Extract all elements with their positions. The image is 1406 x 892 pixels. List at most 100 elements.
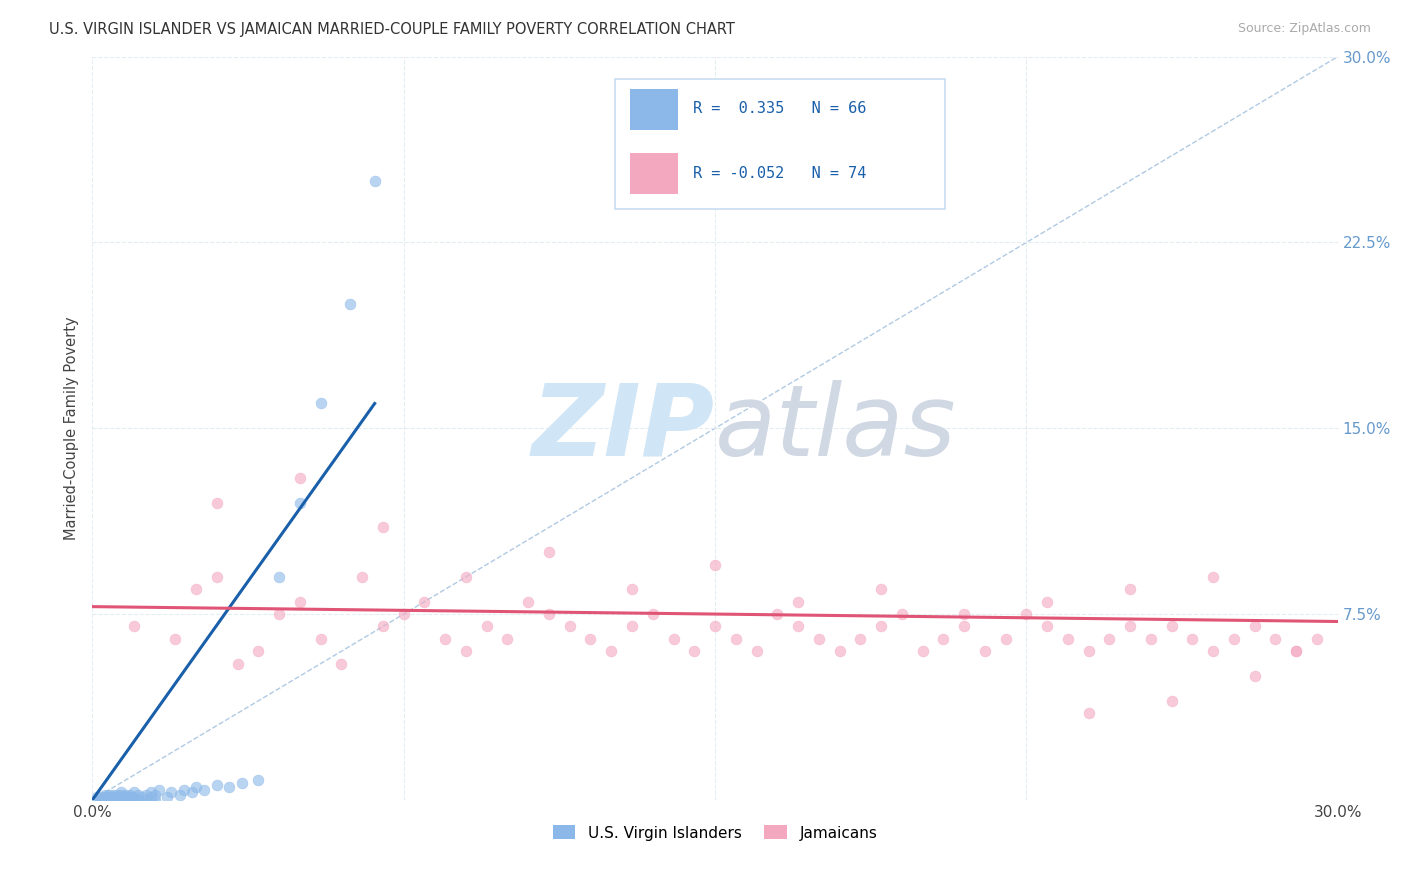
Point — [890, 607, 912, 621]
Point — [1160, 694, 1182, 708]
Point — [139, 790, 162, 805]
Point — [392, 607, 415, 621]
Point — [621, 582, 644, 597]
Point — [288, 595, 311, 609]
Point — [1202, 644, 1225, 658]
Point — [828, 644, 851, 658]
Point — [94, 790, 117, 805]
Text: U.S. VIRGIN ISLANDER VS JAMAICAN MARRIED-COUPLE FAMILY POVERTY CORRELATION CHART: U.S. VIRGIN ISLANDER VS JAMAICAN MARRIED… — [49, 22, 735, 37]
Point — [101, 793, 124, 807]
Point — [1036, 595, 1059, 609]
Point — [537, 607, 560, 621]
Point — [1119, 619, 1142, 633]
Point — [1306, 632, 1329, 646]
Point — [110, 793, 132, 807]
Point — [973, 644, 995, 658]
Point — [269, 570, 291, 584]
Point — [181, 785, 204, 799]
Point — [94, 788, 117, 802]
Point — [118, 790, 141, 805]
Point — [1098, 632, 1121, 646]
Point — [953, 607, 976, 621]
Point — [269, 607, 291, 621]
Point — [114, 788, 136, 802]
Point — [98, 793, 121, 807]
Point — [454, 644, 477, 658]
Point — [475, 619, 498, 633]
Point — [143, 793, 166, 807]
Point — [86, 790, 108, 805]
Point — [131, 790, 153, 805]
Point — [339, 297, 361, 311]
Point — [953, 619, 976, 633]
Point — [309, 396, 332, 410]
Point — [434, 632, 457, 646]
Point — [226, 657, 249, 671]
Point — [114, 793, 136, 807]
Point — [94, 793, 117, 807]
FancyBboxPatch shape — [630, 153, 678, 194]
Point — [205, 778, 228, 792]
Point — [1036, 619, 1059, 633]
Point — [288, 495, 311, 509]
Point — [662, 632, 685, 646]
Point — [288, 471, 311, 485]
Point — [110, 785, 132, 799]
Point — [247, 644, 270, 658]
Point — [704, 619, 727, 633]
Point — [98, 788, 121, 802]
Y-axis label: Married-Couple Family Poverty: Married-Couple Family Poverty — [65, 317, 79, 540]
Point — [579, 632, 602, 646]
Point — [600, 644, 623, 658]
Point — [122, 619, 145, 633]
Point — [173, 783, 195, 797]
Point — [105, 793, 128, 807]
Point — [454, 570, 477, 584]
Point — [169, 788, 191, 802]
Point — [787, 595, 810, 609]
Point — [105, 790, 128, 805]
Point — [122, 793, 145, 807]
Point — [371, 619, 394, 633]
Point — [787, 619, 810, 633]
Point — [683, 644, 706, 658]
Point — [330, 657, 353, 671]
Point — [932, 632, 955, 646]
Point — [1056, 632, 1078, 646]
Point — [1223, 632, 1246, 646]
Point — [122, 785, 145, 799]
Point — [101, 790, 124, 805]
Point — [363, 173, 385, 187]
Point — [90, 790, 112, 805]
Point — [127, 788, 149, 802]
Point — [766, 607, 789, 621]
Point — [122, 790, 145, 805]
Point — [98, 790, 121, 805]
Point — [186, 780, 208, 795]
Point — [870, 582, 893, 597]
Point — [994, 632, 1017, 646]
Point — [1160, 619, 1182, 633]
Text: ZIP: ZIP — [531, 380, 716, 476]
Point — [1119, 582, 1142, 597]
FancyBboxPatch shape — [630, 88, 678, 129]
Point — [101, 793, 124, 807]
Point — [1243, 619, 1265, 633]
Point — [911, 644, 934, 658]
Point — [231, 775, 253, 789]
Point — [160, 785, 183, 799]
Point — [114, 790, 136, 805]
Point — [1181, 632, 1204, 646]
Point — [110, 793, 132, 807]
Point — [704, 558, 727, 572]
Point — [118, 793, 141, 807]
Point — [101, 790, 124, 805]
Point — [148, 783, 170, 797]
Point — [1264, 632, 1286, 646]
Point — [1202, 570, 1225, 584]
Point — [156, 790, 179, 805]
Point — [94, 793, 117, 807]
Legend: U.S. Virgin Islanders, Jamaicans: U.S. Virgin Islanders, Jamaicans — [553, 825, 877, 840]
Point — [205, 495, 228, 509]
Point — [352, 570, 374, 584]
